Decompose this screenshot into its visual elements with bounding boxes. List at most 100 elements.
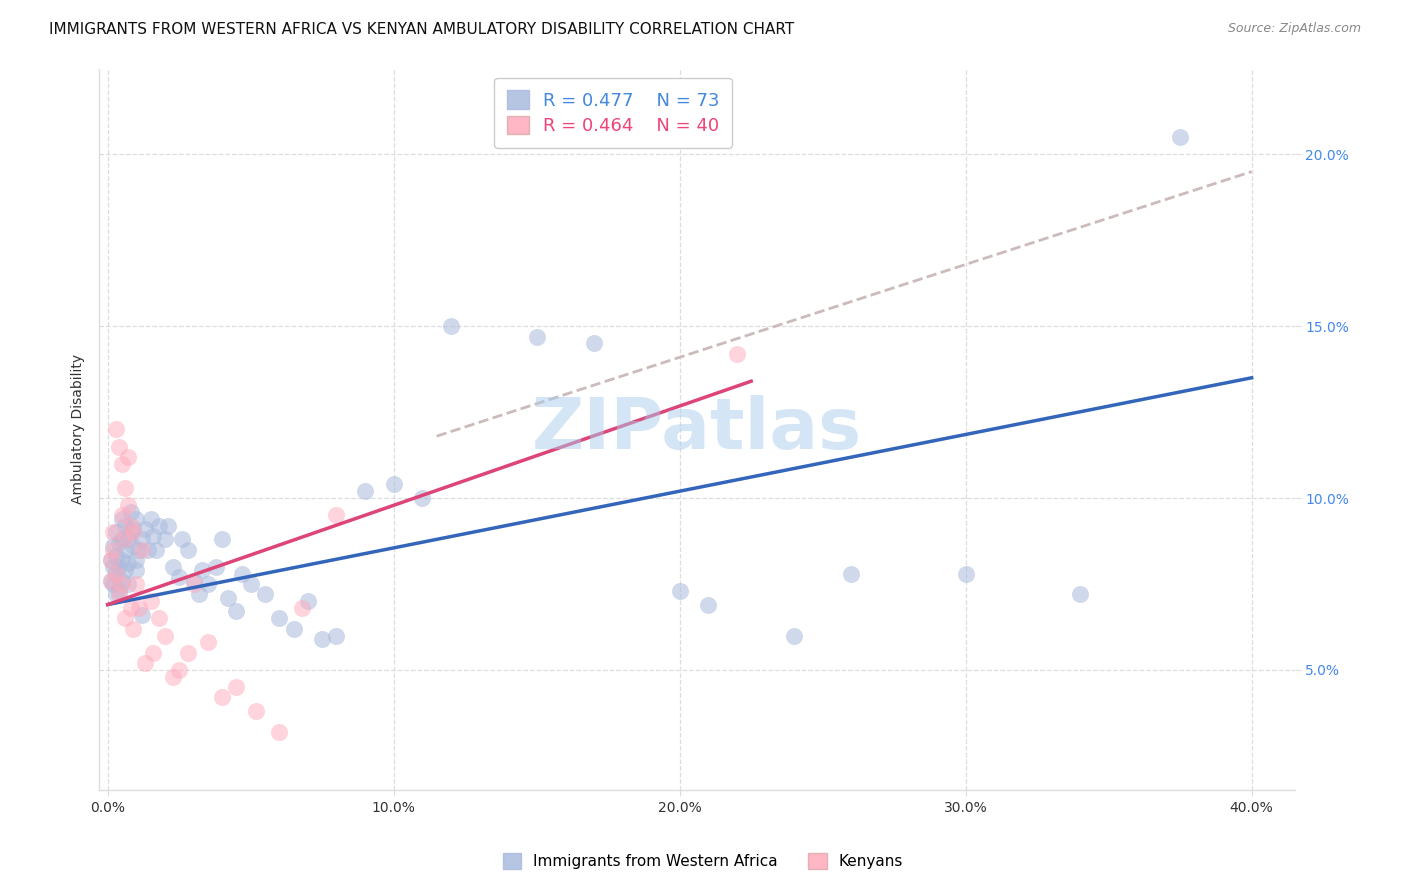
- Point: [325, 508, 347, 523]
- Text: ZIPatlas: ZIPatlas: [531, 395, 862, 464]
- Point: [114, 481, 136, 495]
- Point: [114, 542, 136, 557]
- Point: [114, 563, 136, 577]
- Legend: R = 0.477    N = 73, R = 0.464    N = 40: R = 0.477 N = 73, R = 0.464 N = 40: [494, 78, 733, 148]
- Point: [526, 329, 548, 343]
- Point: [139, 511, 162, 525]
- Point: [148, 611, 170, 625]
- Point: [114, 533, 136, 547]
- Point: [103, 559, 125, 574]
- Point: [125, 577, 148, 591]
- Point: [153, 628, 176, 642]
- Point: [1168, 130, 1191, 145]
- Point: [440, 319, 463, 334]
- Point: [1069, 587, 1091, 601]
- Point: [142, 529, 165, 543]
- Point: [117, 533, 139, 547]
- Point: [111, 508, 134, 523]
- Point: [128, 542, 150, 557]
- Point: [134, 522, 156, 536]
- Point: [177, 542, 200, 557]
- Point: [142, 646, 165, 660]
- Point: [108, 535, 131, 549]
- Point: [117, 450, 139, 464]
- Point: [245, 704, 267, 718]
- Y-axis label: Ambulatory Disability: Ambulatory Disability: [72, 354, 86, 504]
- Point: [211, 533, 233, 547]
- Point: [197, 577, 219, 591]
- Point: [131, 607, 153, 622]
- Point: [105, 549, 128, 564]
- Point: [325, 628, 347, 642]
- Point: [170, 533, 193, 547]
- Point: [103, 542, 125, 557]
- Point: [122, 622, 145, 636]
- Point: [354, 484, 377, 499]
- Point: [668, 583, 690, 598]
- Point: [117, 577, 139, 591]
- Point: [125, 553, 148, 567]
- Point: [382, 477, 405, 491]
- Point: [205, 559, 228, 574]
- Point: [122, 525, 145, 540]
- Point: [225, 680, 247, 694]
- Point: [111, 577, 134, 591]
- Point: [211, 690, 233, 705]
- Text: IMMIGRANTS FROM WESTERN AFRICA VS KENYAN AMBULATORY DISABILITY CORRELATION CHART: IMMIGRANTS FROM WESTERN AFRICA VS KENYAN…: [49, 22, 794, 37]
- Point: [131, 542, 153, 557]
- Point: [156, 518, 179, 533]
- Point: [283, 622, 305, 636]
- Point: [269, 611, 291, 625]
- Point: [167, 663, 190, 677]
- Point: [188, 587, 211, 601]
- Point: [105, 566, 128, 581]
- Point: [153, 533, 176, 547]
- Point: [239, 577, 262, 591]
- Point: [217, 591, 239, 605]
- Point: [139, 594, 162, 608]
- Point: [297, 594, 319, 608]
- Point: [162, 559, 184, 574]
- Point: [148, 518, 170, 533]
- Point: [191, 563, 214, 577]
- Point: [697, 598, 720, 612]
- Point: [136, 542, 159, 557]
- Point: [120, 601, 142, 615]
- Point: [114, 518, 136, 533]
- Point: [839, 566, 862, 581]
- Point: [120, 505, 142, 519]
- Point: [100, 574, 122, 588]
- Point: [197, 635, 219, 649]
- Point: [582, 336, 605, 351]
- Point: [111, 533, 134, 547]
- Point: [725, 347, 748, 361]
- Point: [100, 553, 122, 567]
- Point: [108, 440, 131, 454]
- Point: [103, 525, 125, 540]
- Point: [183, 577, 205, 591]
- Point: [225, 604, 247, 618]
- Point: [114, 611, 136, 625]
- Point: [105, 566, 128, 581]
- Point: [145, 542, 167, 557]
- Text: Source: ZipAtlas.com: Source: ZipAtlas.com: [1227, 22, 1361, 36]
- Point: [105, 422, 128, 436]
- Point: [103, 577, 125, 591]
- Point: [100, 553, 122, 567]
- Point: [783, 628, 806, 642]
- Point: [131, 533, 153, 547]
- Point: [120, 525, 142, 540]
- Point: [253, 587, 276, 601]
- Point: [269, 724, 291, 739]
- Point: [177, 646, 200, 660]
- Point: [105, 525, 128, 540]
- Point: [125, 563, 148, 577]
- Point: [108, 559, 131, 574]
- Point: [108, 587, 131, 601]
- Point: [122, 522, 145, 536]
- Point: [111, 511, 134, 525]
- Point: [134, 656, 156, 670]
- Point: [128, 601, 150, 615]
- Point: [111, 553, 134, 567]
- Point: [167, 570, 190, 584]
